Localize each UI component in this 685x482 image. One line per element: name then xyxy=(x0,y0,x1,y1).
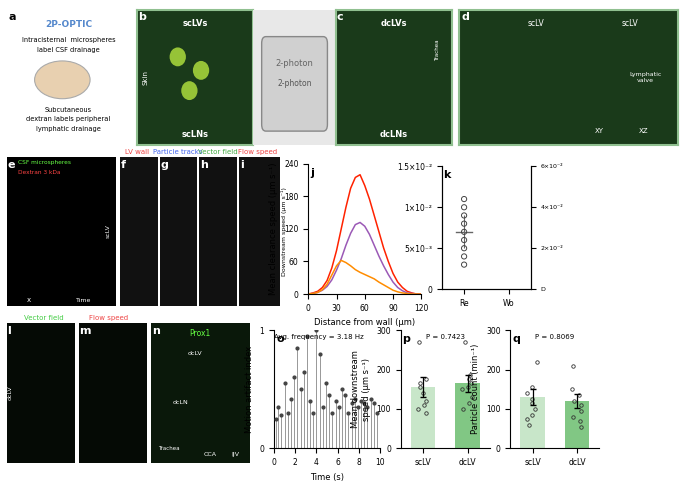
Point xyxy=(503,80,514,88)
Text: dextran labels peripheral: dextran labels peripheral xyxy=(27,116,110,122)
Text: d: d xyxy=(461,13,469,22)
Circle shape xyxy=(170,47,186,67)
Y-axis label: Mean downstream
speed (μm s⁻¹): Mean downstream speed (μm s⁻¹) xyxy=(351,350,371,428)
Text: scLV: scLV xyxy=(105,225,110,238)
Text: l: l xyxy=(8,326,11,336)
Text: Flow speed: Flow speed xyxy=(89,315,128,321)
Text: dcLV: dcLV xyxy=(8,386,13,400)
Text: p: p xyxy=(403,334,410,344)
Point xyxy=(503,0,514,6)
Text: dcLNs: dcLNs xyxy=(379,130,408,139)
Text: Trachea: Trachea xyxy=(436,40,440,61)
Point xyxy=(458,244,469,252)
Point xyxy=(458,261,469,268)
Text: h: h xyxy=(200,160,208,170)
Text: scLVs: scLVs xyxy=(182,19,208,28)
Bar xyxy=(411,387,435,448)
Bar xyxy=(456,383,480,448)
Bar xyxy=(565,401,589,448)
Point xyxy=(503,15,514,23)
Text: Intracisternal  microspheres: Intracisternal microspheres xyxy=(22,37,115,42)
Text: dcLN: dcLN xyxy=(173,400,188,405)
Point xyxy=(458,228,469,236)
Point xyxy=(458,236,469,244)
Point xyxy=(458,212,469,219)
Text: k: k xyxy=(444,170,451,180)
X-axis label: Time (s): Time (s) xyxy=(310,472,344,482)
Point xyxy=(503,40,514,47)
Text: XZ: XZ xyxy=(638,128,648,134)
Text: a: a xyxy=(8,13,16,22)
Text: Flow speed: Flow speed xyxy=(238,149,277,155)
Text: e: e xyxy=(8,160,16,170)
Text: n: n xyxy=(151,326,160,336)
Text: o: o xyxy=(276,334,284,344)
Text: f: f xyxy=(121,160,125,170)
Text: b: b xyxy=(138,13,146,22)
Text: y: y xyxy=(0,228,3,234)
Point xyxy=(458,220,469,228)
Ellipse shape xyxy=(34,61,90,99)
Y-axis label: Motion artifact index: Motion artifact index xyxy=(245,346,254,433)
Text: 2-photon: 2-photon xyxy=(277,80,312,88)
Text: Vector field: Vector field xyxy=(24,315,64,321)
Text: i: i xyxy=(240,160,244,170)
X-axis label: Distance from wall (μm): Distance from wall (μm) xyxy=(314,318,415,327)
Text: c: c xyxy=(337,13,343,22)
Text: Subcutaneous: Subcutaneous xyxy=(45,107,92,113)
Text: Dextran 3 kDa: Dextran 3 kDa xyxy=(18,170,60,175)
Text: 2P-OPTIC: 2P-OPTIC xyxy=(45,20,92,29)
Text: 2-photon: 2-photon xyxy=(275,59,314,68)
Text: scLNs: scLNs xyxy=(182,130,209,139)
Text: Lymphatic
valve: Lymphatic valve xyxy=(629,72,662,82)
Text: Vector field: Vector field xyxy=(198,149,238,155)
Text: Time: Time xyxy=(76,298,91,303)
Text: P = 0.7423: P = 0.7423 xyxy=(426,334,464,340)
Text: g: g xyxy=(160,160,169,170)
Text: IJV: IJV xyxy=(231,452,239,456)
Text: P = 0.8069: P = 0.8069 xyxy=(535,334,575,340)
Text: scLV: scLV xyxy=(621,19,638,28)
Y-axis label: Mean clearance speed (μm s⁻¹): Mean clearance speed (μm s⁻¹) xyxy=(269,163,279,295)
Text: Skin: Skin xyxy=(142,69,149,85)
Point xyxy=(458,203,469,211)
Circle shape xyxy=(182,81,197,100)
Text: Prox1: Prox1 xyxy=(190,329,211,337)
Y-axis label: Particle count (min⁻¹): Particle count (min⁻¹) xyxy=(471,344,480,434)
Text: j: j xyxy=(310,168,314,178)
Text: lymphatic drainage: lymphatic drainage xyxy=(36,126,101,132)
FancyBboxPatch shape xyxy=(262,37,327,131)
Bar xyxy=(521,397,545,448)
Text: dcLVs: dcLVs xyxy=(381,19,407,28)
Text: scLV: scLV xyxy=(527,19,544,28)
Text: x: x xyxy=(27,297,31,303)
Text: label CSF drainage: label CSF drainage xyxy=(37,47,100,54)
Text: Downstream speed (μm s⁻¹): Downstream speed (μm s⁻¹) xyxy=(282,187,287,276)
Point xyxy=(458,253,469,260)
Text: CSF microspheres: CSF microspheres xyxy=(18,160,71,165)
Text: Trachea: Trachea xyxy=(158,446,179,451)
Circle shape xyxy=(193,61,209,80)
Text: m: m xyxy=(79,326,91,336)
Text: Particle tracks: Particle tracks xyxy=(153,149,203,155)
Text: CCA: CCA xyxy=(204,452,216,456)
Text: Avg. frequency = 3.18 Hz: Avg. frequency = 3.18 Hz xyxy=(274,334,364,340)
Point xyxy=(458,195,469,203)
Text: dcLV: dcLV xyxy=(188,351,203,356)
Text: LV wall: LV wall xyxy=(125,149,149,155)
Text: XY: XY xyxy=(595,128,604,134)
Point xyxy=(503,56,514,64)
Text: q: q xyxy=(512,334,520,344)
